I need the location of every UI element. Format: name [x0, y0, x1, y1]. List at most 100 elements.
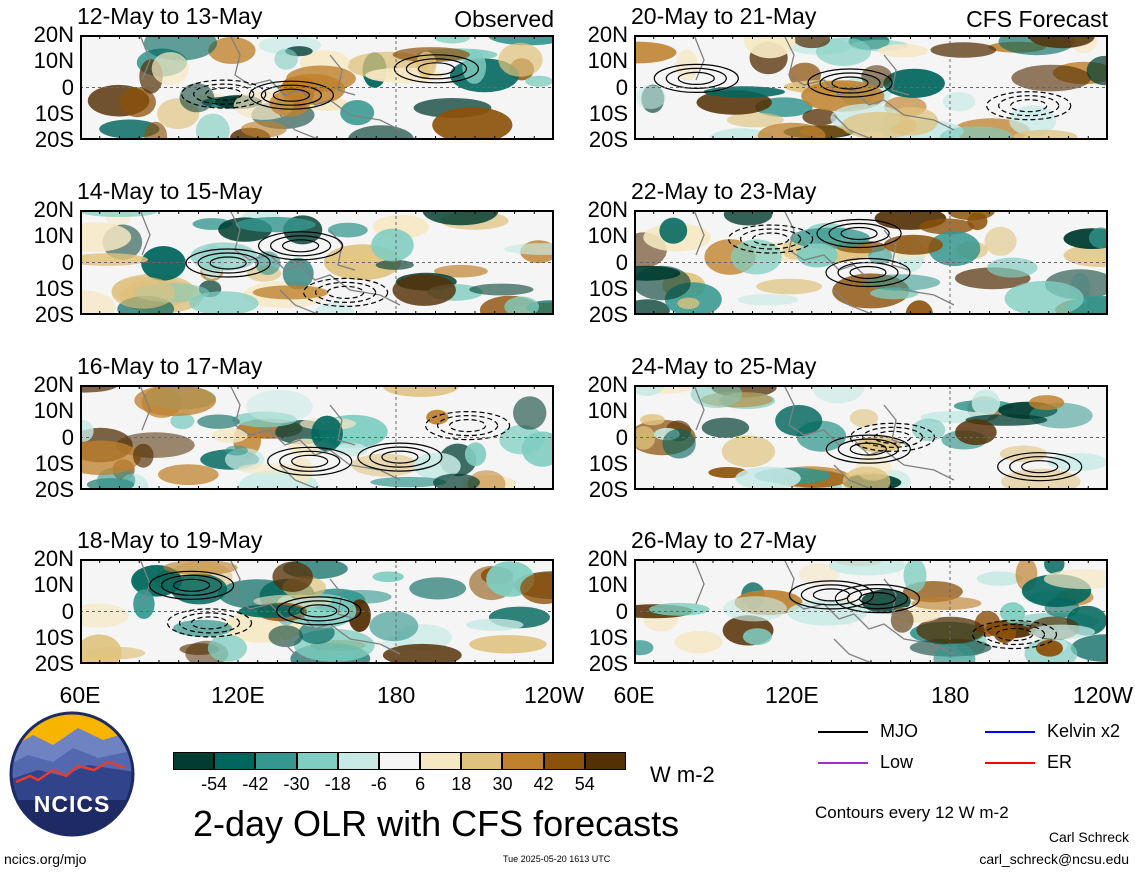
- colorbar-units: W m-2: [650, 762, 715, 787]
- olr-anomaly-blob: [99, 119, 160, 139]
- olr-anomaly-blob: [690, 385, 743, 409]
- panel-title: 22-May to 23-May: [631, 178, 817, 204]
- olr-anomaly-blob: [111, 276, 175, 309]
- mjo-contour: [997, 452, 1083, 482]
- mjo-contour: [849, 265, 887, 280]
- footer-author: Carl Schreck: [1048, 829, 1129, 845]
- ncics-logo: NCICS: [8, 710, 136, 838]
- footer-timestamp: Tue 2025-05-20 1613 UTC: [503, 854, 611, 864]
- mjo-contour: [291, 454, 329, 468]
- olr-anomaly-blob: [80, 440, 141, 476]
- mjo-contour: [449, 418, 487, 433]
- olr-anomaly-blob: [701, 417, 750, 438]
- olr-anomaly-blob: [252, 285, 329, 300]
- olr-anomaly-blob: [883, 234, 943, 255]
- mjo-contour: [282, 239, 320, 253]
- panel-title: 20-May to 21-May: [631, 3, 817, 29]
- colorbar-swatch: [378, 752, 421, 770]
- mjo-contour: [807, 68, 893, 98]
- olr-anomaly-blob: [928, 231, 981, 267]
- olr-anomaly-blob: [151, 52, 189, 85]
- latitude-label: 20S: [34, 651, 74, 676]
- olr-anomaly-blob: [905, 300, 934, 315]
- longitude-label: 60E: [59, 682, 101, 708]
- mjo-contour: [209, 256, 247, 270]
- mjo-contour: [728, 224, 814, 254]
- olr-anomaly-blob: [811, 385, 865, 404]
- olr-anomaly-blob: [269, 90, 311, 117]
- longitude-label: 120W: [1072, 682, 1133, 708]
- mjo-contour: [740, 228, 802, 250]
- olr-anomaly-blob: [340, 100, 375, 126]
- olr-anomaly-blob: [947, 210, 995, 221]
- olr-map: [80, 385, 554, 490]
- olr-anomaly-blob: [634, 426, 656, 450]
- legend-kelvin-label: Kelvin x2: [1047, 721, 1121, 741]
- mjo-contour: [653, 63, 739, 94]
- olr-anomaly-blob: [134, 385, 217, 417]
- olr-anomaly-blob: [721, 435, 775, 468]
- coastline: [693, 559, 955, 664]
- mjo-contour: [998, 95, 1060, 117]
- olr-anomaly-blob: [942, 92, 976, 112]
- olr-anomaly-blob: [1000, 602, 1026, 624]
- olr-anomaly-blob: [919, 218, 975, 235]
- olr-anomaly-blob: [757, 122, 826, 140]
- longitude-label: 180: [376, 682, 416, 708]
- colorbar-label: -6: [370, 774, 387, 794]
- olr-anomaly-blob: [976, 571, 1023, 586]
- olr-anomaly-blob: [208, 37, 256, 64]
- colorbar-swatch: [173, 752, 215, 770]
- contour-note: Contours every 12 W m-2: [815, 803, 1009, 822]
- olr-anomaly-blob: [382, 385, 459, 397]
- olr-anomaly-blob: [520, 572, 554, 605]
- olr-anomaly-blob: [1047, 453, 1108, 472]
- mjo-contour: [197, 252, 259, 274]
- olr-anomaly-blob: [1004, 280, 1084, 315]
- mjo-contour: [288, 600, 350, 622]
- olr-anomaly-blob: [513, 396, 547, 430]
- footer-url[interactable]: ncics.org/mjo: [4, 851, 87, 867]
- olr-anomaly-blob: [796, 243, 838, 268]
- mjo-contour: [837, 438, 899, 460]
- olr-map: [634, 210, 1108, 315]
- colorbar-label: -42: [242, 774, 269, 794]
- longitude-label: 180: [930, 682, 970, 708]
- olr-anomaly-blob: [1086, 55, 1108, 86]
- latitude-label: 20N: [33, 22, 74, 47]
- olr-anomaly-blob: [413, 452, 461, 480]
- kelvin-line-swatch: [985, 731, 1035, 734]
- colorbar-label: -18: [324, 774, 351, 794]
- coastline: [139, 559, 401, 664]
- map-border: [634, 35, 1108, 140]
- latitude-label: 20S: [588, 302, 628, 327]
- mjo-contour: [260, 84, 322, 106]
- latitude-label: 10S: [588, 275, 628, 301]
- mjo-contour: [172, 578, 211, 592]
- mjo-contour: [752, 232, 790, 246]
- latitude-label: 20S: [34, 477, 74, 502]
- latitude-label: 20N: [33, 546, 74, 571]
- mjo-contour: [840, 226, 878, 241]
- latitude-label: 20N: [587, 197, 628, 222]
- olr-anomaly-blob: [744, 35, 796, 59]
- colorbar-label: -30: [283, 774, 310, 794]
- olr-anomaly-blob: [382, 643, 462, 664]
- mjo-contour: [677, 71, 715, 86]
- latitude-label: 0: [61, 74, 74, 100]
- mjo-contour: [148, 570, 235, 600]
- olr-anomaly-blob: [525, 75, 553, 87]
- coastline: [693, 210, 955, 315]
- latitude-label: 20N: [587, 22, 628, 47]
- colorbar-swatch: [420, 752, 462, 770]
- olr-anomaly-blob: [464, 442, 487, 467]
- olr-anomaly-blob: [462, 49, 487, 84]
- latitude-label: 10S: [34, 275, 74, 301]
- olr-anomaly-blob: [86, 646, 146, 660]
- footer-email[interactable]: carl_schreck@ncsu.edu: [979, 851, 1129, 867]
- olr-anomaly-blob: [189, 291, 259, 315]
- mjo-contour: [166, 608, 253, 638]
- logo-text: NCICS: [34, 791, 111, 817]
- colorbar-swatch: [543, 752, 585, 770]
- olr-anomaly-blob: [144, 121, 168, 140]
